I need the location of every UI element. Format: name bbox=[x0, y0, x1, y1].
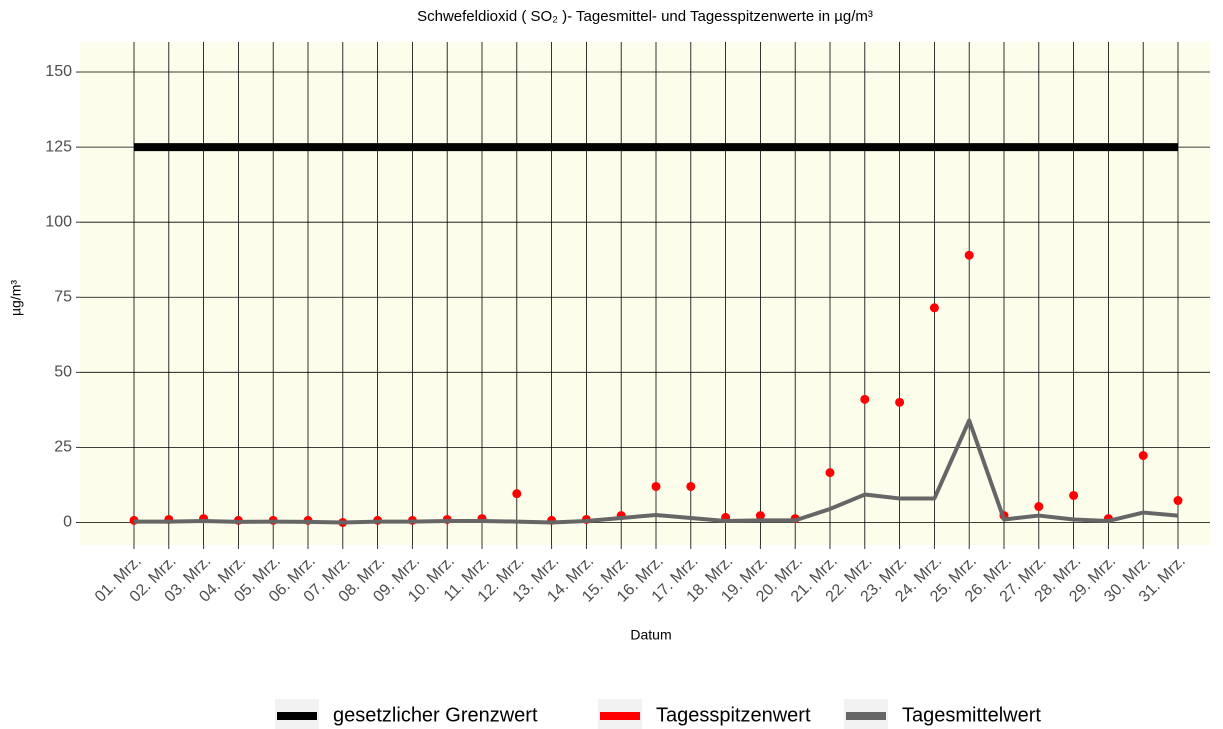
point bbox=[755, 511, 765, 521]
plot-background bbox=[80, 42, 1210, 545]
y-tick-label: 75 bbox=[54, 288, 72, 305]
point bbox=[860, 394, 870, 404]
point bbox=[895, 397, 905, 407]
chart-title: Schwefeldioxid ( SO₂ )- Tagesmittel- und… bbox=[417, 8, 873, 25]
point bbox=[1138, 451, 1148, 461]
point bbox=[1069, 490, 1079, 500]
y-tick-label: 100 bbox=[45, 213, 72, 230]
legend-label: Tagesspitzenwert bbox=[656, 704, 811, 726]
x-axis-title: Datum bbox=[630, 627, 671, 643]
legend-label: Tagesmittelwert bbox=[902, 704, 1041, 726]
y-tick-label: 125 bbox=[45, 138, 72, 155]
point bbox=[686, 481, 696, 491]
point bbox=[1034, 502, 1044, 512]
point bbox=[512, 489, 522, 499]
point bbox=[964, 250, 974, 260]
point bbox=[825, 468, 835, 478]
y-tick-label: 50 bbox=[54, 364, 72, 381]
y-tick-label: 150 bbox=[45, 63, 72, 80]
point bbox=[929, 303, 939, 313]
y-tick-label: 0 bbox=[63, 514, 72, 531]
legend-label: gesetzlicher Grenzwert bbox=[333, 704, 538, 726]
y-tick-label: 25 bbox=[54, 439, 72, 456]
point bbox=[1173, 496, 1183, 506]
series-line bbox=[134, 418, 1179, 525]
point bbox=[651, 481, 661, 491]
y-axis-title: µg/m³ bbox=[8, 280, 24, 316]
